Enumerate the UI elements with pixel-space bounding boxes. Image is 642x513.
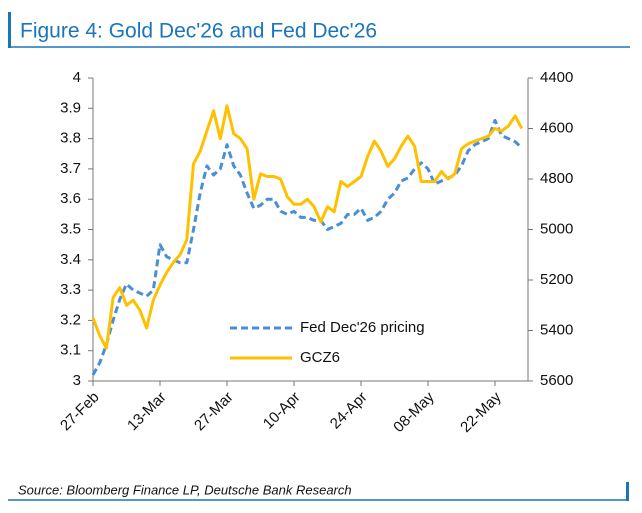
title-bar [8,12,11,48]
y-tick-label: 3.4 [60,251,81,268]
x-tick-label: 22-May [457,388,505,436]
y-tick-label: 3.5 [60,220,81,237]
y-tick-label: 3.6 [60,190,81,207]
y-tick-label: 3.1 [60,342,81,359]
y-tick-label: 3.2 [60,311,81,328]
chart-title: Figure 4: Gold Dec'26 and Fed Dec'26 [20,20,377,43]
y2-tick-label: 5400 [540,321,573,338]
y-tick-label: 3 [73,372,81,389]
footer-bar [626,482,629,501]
y-tick-label: 3.9 [60,99,81,116]
series-line [91,104,524,350]
x-tick-label: 13-Mar [124,389,170,435]
y2-tick-label: 4600 [540,119,573,136]
y2-tick-label: 4400 [540,69,573,86]
x-tick-label: 27-Feb [57,389,103,435]
y-tick-label: 3.7 [60,160,81,177]
legend-label: Fed Dec'26 pricing [300,319,425,336]
y2-tick-label: 5600 [540,372,573,389]
x-tick-label: 24-Apr [327,389,371,433]
y2-tick-label: 4800 [540,170,573,187]
y2-tick-label: 5000 [540,220,573,237]
source: Source: Bloomberg Finance LP, Deutsche B… [18,482,352,497]
legend-label: GCZ6 [300,349,340,366]
x-tick-label: 08-May [390,388,438,436]
y-tick-label: 3.3 [60,281,81,298]
y-tick-label: 4 [73,69,81,86]
x-tick-label: 10-Apr [260,389,304,433]
y2-tick-label: 5200 [540,271,573,288]
x-tick-label: 27-Mar [191,389,237,435]
y-tick-label: 3.8 [60,130,81,147]
